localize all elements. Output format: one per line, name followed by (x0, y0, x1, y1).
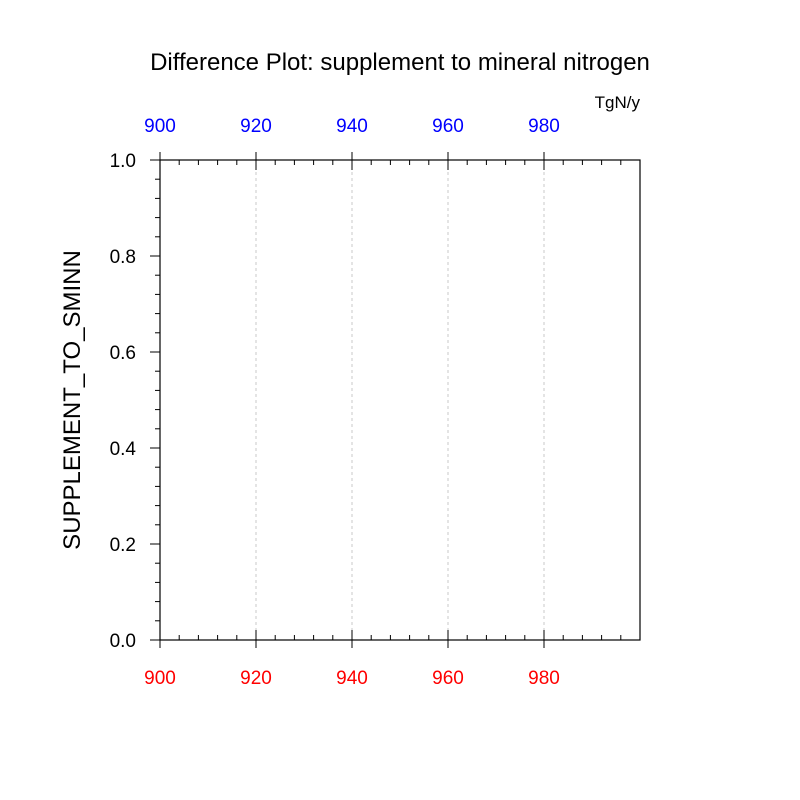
x-tick-label-top: 960 (432, 116, 464, 137)
x-tick-label-top: 980 (528, 116, 560, 137)
x-tick-label-bottom: 940 (336, 668, 368, 689)
y-tick-label: 0.4 (110, 439, 137, 460)
y-tick-label: 0.8 (110, 247, 136, 268)
grid-lines (255, 160, 545, 640)
x-tick-label-top: 920 (240, 116, 272, 137)
x-tick-label-top: 900 (144, 116, 176, 137)
x-tick-label-top: 940 (336, 116, 368, 137)
units-label: TgN/y (595, 93, 641, 112)
tick-marks (150, 152, 622, 648)
x-tick-label-bottom: 900 (144, 668, 176, 689)
y-tick-label: 0.2 (110, 535, 136, 556)
x-tick-label-bottom: 920 (240, 668, 272, 689)
x-tick-label-bottom: 980 (528, 668, 560, 689)
y-tick-label: 0.6 (110, 343, 136, 364)
y-axis-label: SUPPLEMENT_TO_SMINN (59, 250, 86, 550)
y-tick-label: 0.0 (110, 631, 136, 652)
tick-labels: 900 920 940 960 980 900 920 940 960 980 0.0 0.2 0.4 0… (110, 116, 560, 689)
plot-frame (159, 159, 641, 641)
x-tick-label-bottom: 960 (432, 668, 464, 689)
chart-title: Difference Plot: supplement to mineral n… (150, 49, 650, 76)
y-tick-label: 1.0 (110, 151, 136, 172)
